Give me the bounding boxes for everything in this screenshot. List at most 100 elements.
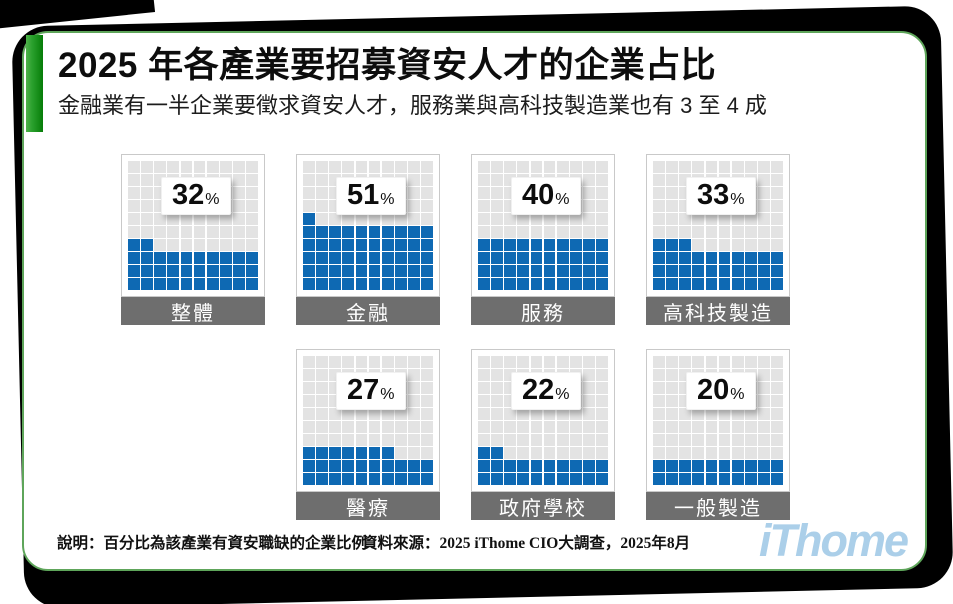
waffle-cell xyxy=(653,447,665,459)
waffle-cell xyxy=(745,239,757,251)
waffle-cell xyxy=(491,174,503,186)
waffle-cell xyxy=(355,473,368,485)
waffle-cell xyxy=(180,161,193,173)
waffle-cell xyxy=(504,278,516,290)
waffle-cell xyxy=(666,278,678,290)
waffle-cell xyxy=(596,200,608,212)
waffle-cell xyxy=(705,356,718,368)
waffle-cell xyxy=(692,473,705,485)
waffle-cell xyxy=(395,161,407,173)
waffle-cell xyxy=(556,239,569,251)
waffle-cell xyxy=(220,252,232,264)
waffle-cell xyxy=(543,421,556,433)
waffle-cell xyxy=(583,213,595,225)
waffle-cell xyxy=(583,408,595,420)
waffle-cell xyxy=(316,460,328,472)
waffle-cell xyxy=(517,226,530,238)
waffle-cell xyxy=(705,434,718,446)
page-subtitle: 金融業有一半企業要徵求資安人才，服務業與高科技製造業也有 3 至 4 成 xyxy=(58,93,767,118)
waffle-cell xyxy=(517,239,530,251)
waffle-cell xyxy=(167,265,180,277)
waffle-cell xyxy=(408,421,420,433)
waffle-cell xyxy=(395,278,407,290)
waffle-cells xyxy=(653,161,783,290)
waffle-cell xyxy=(570,278,582,290)
waffle-cell xyxy=(530,265,543,277)
waffle-cell xyxy=(596,265,608,277)
waffle-cell xyxy=(556,278,569,290)
waffle-cell xyxy=(316,382,328,394)
waffle-cell xyxy=(692,421,705,433)
waffle-cell xyxy=(583,421,595,433)
waffle-cell xyxy=(408,252,420,264)
waffle-cell xyxy=(758,213,770,225)
waffle-cell xyxy=(718,226,731,238)
waffle-cell xyxy=(408,161,420,173)
waffle-cell xyxy=(771,200,783,212)
waffle-cell xyxy=(731,356,744,368)
waffle-cell xyxy=(395,226,407,238)
waffle-cell xyxy=(771,434,783,446)
waffle-cell xyxy=(478,395,490,407)
waffle-cell xyxy=(193,252,206,264)
category-label: 服務 xyxy=(471,297,615,325)
waffle-cell xyxy=(421,460,433,472)
waffle-cell xyxy=(233,239,245,251)
waffle-cell xyxy=(731,213,744,225)
waffle-cell xyxy=(653,226,665,238)
waffle-cell xyxy=(342,278,355,290)
waffle-cell xyxy=(666,473,678,485)
waffle-cell xyxy=(329,356,341,368)
waffle-cell xyxy=(303,174,315,186)
waffle-cell xyxy=(408,408,420,420)
waffle-cell xyxy=(530,434,543,446)
waffle-cell xyxy=(316,187,328,199)
waffle-cell xyxy=(154,213,166,225)
waffle-cell xyxy=(478,226,490,238)
waffle-cell xyxy=(666,200,678,212)
waffle-cell xyxy=(395,356,407,368)
waffle-cell xyxy=(666,434,678,446)
waffle-cell xyxy=(556,356,569,368)
waffle-cell xyxy=(421,356,433,368)
waffle-cell xyxy=(329,460,341,472)
waffle-cell xyxy=(679,226,691,238)
waffle-cell xyxy=(381,239,394,251)
waffle-cell xyxy=(395,447,407,459)
waffle-cell xyxy=(154,174,166,186)
waffle-cell xyxy=(128,265,140,277)
waffle-cell xyxy=(745,278,757,290)
waffle-cell xyxy=(530,421,543,433)
waffle-cell xyxy=(653,252,665,264)
waffle-cell xyxy=(517,447,530,459)
waffle-cell xyxy=(758,434,770,446)
waffle-cell xyxy=(666,369,678,381)
waffle-cell xyxy=(128,252,140,264)
waffle-cell xyxy=(491,434,503,446)
waffle-cell xyxy=(583,252,595,264)
waffle-cell xyxy=(395,265,407,277)
waffle-cell xyxy=(666,174,678,186)
waffle-cell xyxy=(583,278,595,290)
waffle-cell xyxy=(758,447,770,459)
waffle-cell xyxy=(355,252,368,264)
waffle-cell xyxy=(246,161,258,173)
waffle-cell xyxy=(771,187,783,199)
waffle-grid: 22% xyxy=(471,349,615,492)
percent-value: 27 xyxy=(347,374,380,406)
waffle-cell xyxy=(421,265,433,277)
waffle-cell xyxy=(771,382,783,394)
waffle-cell xyxy=(718,408,731,420)
waffle-cell xyxy=(731,252,744,264)
waffle-cell xyxy=(316,252,328,264)
waffle-cell xyxy=(154,187,166,199)
waffle-cell xyxy=(368,252,381,264)
waffle-cell xyxy=(517,460,530,472)
waffle-cell xyxy=(556,421,569,433)
waffle-cell xyxy=(517,356,530,368)
waffle-cell xyxy=(771,239,783,251)
waffle-cell xyxy=(368,434,381,446)
waffle-cell xyxy=(556,252,569,264)
waffle-cell xyxy=(679,252,691,264)
waffle-cell xyxy=(679,473,691,485)
